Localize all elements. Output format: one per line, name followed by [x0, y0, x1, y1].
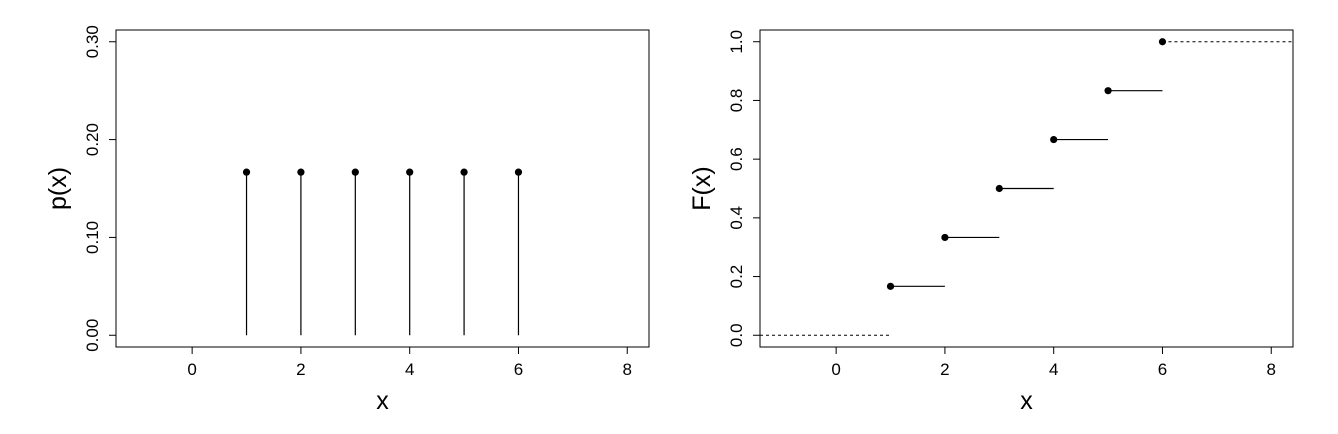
y-tick-label: 0.4: [727, 206, 746, 230]
data-point: [406, 168, 414, 176]
x-tick-label: 2: [940, 360, 949, 379]
pmf-chart: 0 2 4 6 8 0.00 0.10 0.20 0.30 x p(x): [44, 25, 650, 415]
data-point: [297, 168, 305, 176]
y-tick-label: 0.8: [727, 89, 746, 113]
plot-frame: [759, 29, 1294, 348]
x-tick-label: 6: [1158, 360, 1167, 379]
x-tick-label: 2: [296, 360, 305, 379]
data-point: [242, 168, 251, 176]
x-tick-label: 4: [405, 360, 414, 379]
y-tick-label: 0.30: [83, 25, 102, 58]
y-tick-label: 0.10: [83, 221, 102, 254]
data-point: [460, 168, 468, 176]
x-tick-label: 8: [623, 360, 632, 379]
data-point: [1104, 87, 1112, 95]
y-tick-label: 0.00: [83, 319, 102, 352]
data-point: [886, 282, 895, 290]
data-point: [1050, 135, 1058, 144]
y-axis-title: p(x): [44, 167, 72, 210]
data-point: [995, 184, 1003, 193]
y-tick-label: 1.0: [727, 30, 746, 54]
x-axis-title: x: [376, 387, 389, 415]
y-axis-title: F(x): [688, 166, 716, 210]
data-point: [351, 168, 359, 176]
x-tick-label: 0: [187, 360, 196, 379]
x-axis-title: x: [1020, 387, 1033, 415]
y-tick-label: 0.20: [83, 123, 102, 156]
x-tick-label: 4: [1049, 360, 1058, 379]
data-point: [941, 233, 949, 242]
x-tick-label: 6: [514, 360, 523, 379]
data-point: [514, 168, 523, 176]
plot-frame: [115, 29, 650, 348]
y-tick-label: 0.2: [727, 265, 746, 289]
cdf-chart: 0 2 4 6 8 0.0 0.2 0.4 0.6 0.8 1.0 x F(x): [688, 29, 1294, 415]
y-tick-label: 0.0: [727, 323, 746, 347]
x-tick-label: 8: [1267, 360, 1276, 379]
y-tick-label: 0.6: [727, 147, 746, 171]
x-tick-label: 0: [831, 360, 840, 379]
